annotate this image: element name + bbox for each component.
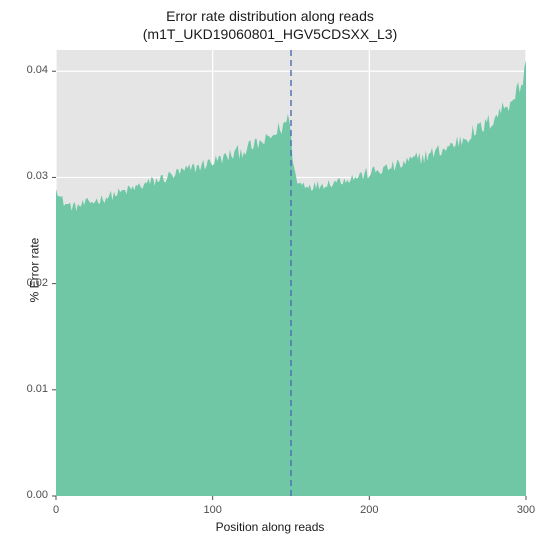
y-tick-label: 0.03 (8, 170, 48, 182)
error-rate-chart: Error rate distribution along reads (m1T… (0, 0, 540, 540)
y-tick-label: 0.04 (8, 64, 48, 76)
x-tick-label: 300 (511, 504, 540, 516)
x-tick-label: 100 (198, 504, 228, 516)
y-tick-label: 0.01 (8, 383, 48, 395)
x-tick-label: 200 (354, 504, 384, 516)
y-tick-label: 0.00 (8, 489, 48, 501)
plot-area (0, 0, 540, 540)
x-tick-label: 0 (41, 504, 71, 516)
y-tick-label: 0.02 (8, 277, 48, 289)
